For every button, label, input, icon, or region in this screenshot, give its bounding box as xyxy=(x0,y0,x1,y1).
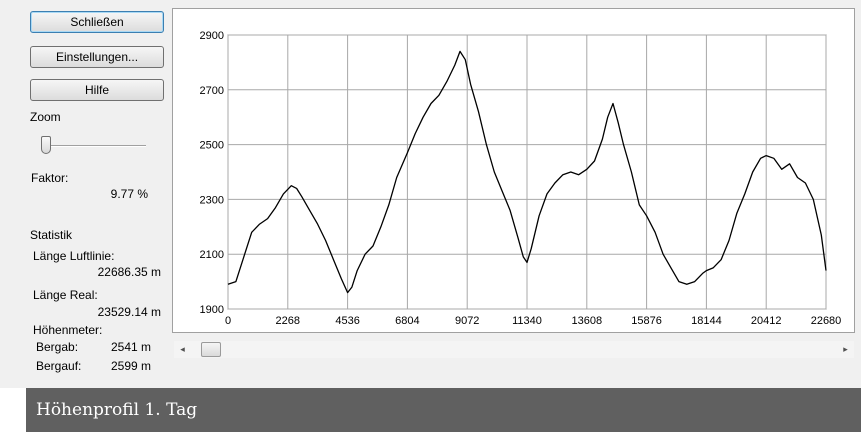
descent-label: Bergab: xyxy=(36,340,79,354)
x-tick-label: 13608 xyxy=(572,315,603,327)
air-length-value: 22686.35 m xyxy=(97,265,161,279)
y-tick-label: 2900 xyxy=(200,30,224,42)
horizontal-scrollbar[interactable]: ◂ ▸ xyxy=(174,341,854,358)
y-tick-label: 1900 xyxy=(200,304,224,316)
factor-label: Faktor: xyxy=(31,171,69,185)
y-tick-label: 2300 xyxy=(200,194,224,206)
ascent-value: 2599 m xyxy=(110,359,151,373)
x-tick-label: 15876 xyxy=(631,315,662,327)
y-tick-label: 2500 xyxy=(200,140,224,152)
real-length-label: Länge Real: xyxy=(33,288,98,302)
elevation-chart-panel: 0 2268 4536 6804 9072 11340 13608 15876 18144 204… xyxy=(172,8,855,333)
close-button[interactable]: Schließen xyxy=(30,11,164,33)
zoom-slider-thumb[interactable] xyxy=(41,136,51,154)
x-tick-label: 9072 xyxy=(455,315,479,327)
elevation-chart: 0 2268 4536 6804 9072 11340 13608 15876 18144 204… xyxy=(200,30,842,327)
descent-value: 2541 m xyxy=(110,340,151,354)
x-tick-label: 6804 xyxy=(395,315,419,327)
scrollbar-thumb[interactable] xyxy=(201,342,221,357)
control-panel: Schließen Einstellungen... Hilfe Zoom Fa… xyxy=(0,0,170,388)
y-tick-label: 2100 xyxy=(200,249,224,261)
elevation-profile-window: Schließen Einstellungen... Hilfe Zoom Fa… xyxy=(0,0,861,388)
statistics-heading: Statistik xyxy=(30,228,73,242)
settings-button[interactable]: Einstellungen... xyxy=(30,46,164,68)
x-tick-label: 2268 xyxy=(276,315,300,327)
x-tick-label: 22680 xyxy=(811,315,842,327)
x-tick-label: 18144 xyxy=(691,315,722,327)
x-tick-label: 20412 xyxy=(751,315,782,327)
image-caption: Höhenprofil 1. Tag xyxy=(26,388,861,432)
real-length-value: 23529.14 m xyxy=(97,305,161,319)
elevation-series-line xyxy=(227,50,827,294)
x-tick-label: 0 xyxy=(225,315,231,327)
zoom-label: Zoom xyxy=(30,110,61,124)
zoom-slider-track[interactable] xyxy=(46,145,146,147)
y-tick-label: 2700 xyxy=(200,85,224,97)
elevation-label: Höhenmeter: xyxy=(33,323,103,337)
x-tick-label: 11340 xyxy=(512,315,542,327)
ascent-label: Bergauf: xyxy=(36,359,82,373)
help-button[interactable]: Hilfe xyxy=(30,79,164,101)
air-length-label: Länge Luftlinie: xyxy=(33,249,115,263)
x-tick-label: 4536 xyxy=(335,315,359,327)
scroll-left-arrow-icon[interactable]: ◂ xyxy=(180,344,185,354)
factor-value: 9.77 % xyxy=(110,187,148,201)
scroll-right-arrow-icon[interactable]: ▸ xyxy=(843,344,848,354)
